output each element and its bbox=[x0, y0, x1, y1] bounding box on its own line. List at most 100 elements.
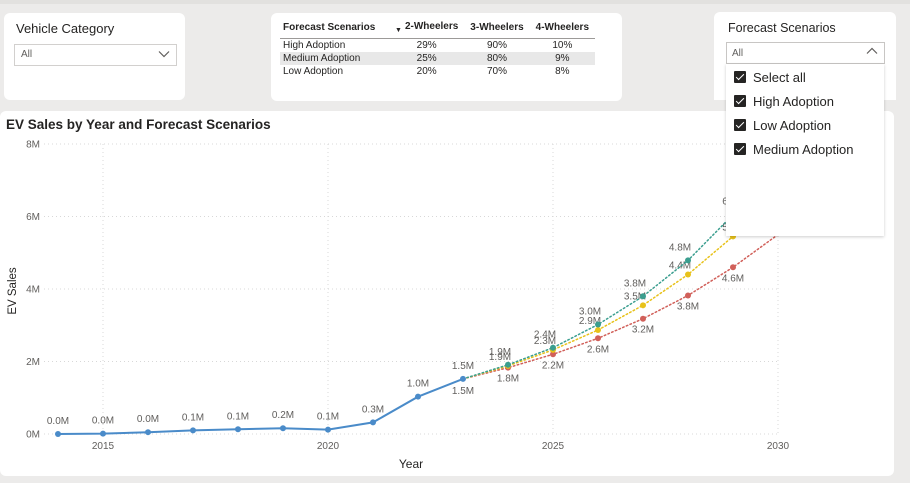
option-low-adoption[interactable]: Low Adoption bbox=[734, 115, 831, 135]
chevron-down-icon bbox=[158, 51, 170, 58]
x-tick-label: 2030 bbox=[767, 441, 790, 452]
table-cell: 10% bbox=[552, 40, 573, 51]
data-point-actual bbox=[280, 425, 286, 432]
data-point-high bbox=[640, 293, 646, 300]
data-label-actual: 0.1M bbox=[182, 412, 204, 423]
table-row[interactable]: Low Adoption 20% 70% 8% bbox=[280, 65, 595, 78]
table-cell: High Adoption bbox=[283, 40, 346, 51]
data-point-high bbox=[505, 361, 511, 368]
column-header-scenario[interactable]: Forecast Scenarios bbox=[280, 19, 389, 39]
x-axis-title: Year bbox=[399, 457, 423, 471]
data-point-actual bbox=[325, 426, 331, 433]
x-tick-label: 2025 bbox=[542, 441, 565, 452]
data-point-low bbox=[595, 335, 601, 342]
option-high-adoption[interactable]: High Adoption bbox=[734, 91, 834, 111]
chart-title: EV Sales by Year and Forecast Scenarios bbox=[6, 117, 271, 132]
checkbox-checked-icon[interactable] bbox=[734, 143, 746, 155]
forecast-scenarios-title: Forecast Scenarios bbox=[728, 21, 836, 35]
table-cell: Low Adoption bbox=[283, 66, 344, 77]
data-label-medium: 1.9M bbox=[489, 352, 511, 363]
data-label-actual: 0.1M bbox=[317, 412, 339, 423]
vehicle-category-title: Vehicle Category bbox=[16, 21, 115, 36]
forecast-scenarios-value: All bbox=[732, 48, 744, 59]
data-point-low bbox=[730, 264, 736, 271]
checkbox-checked-icon[interactable] bbox=[734, 71, 746, 83]
table-cell: Medium Adoption bbox=[280, 52, 389, 65]
data-point-actual bbox=[100, 430, 106, 437]
column-header-2-wheelers[interactable]: ▼ 2-Wheelers bbox=[389, 19, 465, 39]
data-label-medium: 2.3M bbox=[534, 336, 556, 347]
table-cell: 20% bbox=[416, 66, 437, 77]
data-point-actual bbox=[460, 375, 466, 382]
data-point-actual bbox=[145, 429, 151, 436]
column-header-4-wheelers[interactable]: 4-Wheelers bbox=[529, 19, 596, 39]
data-label-medium: 4.4M bbox=[669, 261, 691, 272]
data-label-low: 2.2M bbox=[542, 360, 564, 371]
table-header-row: Forecast Scenarios ▼ 2-Wheelers 3-Wheeler… bbox=[280, 19, 596, 39]
checkbox-checked-icon[interactable] bbox=[734, 119, 746, 131]
x-tick-label: 2020 bbox=[317, 441, 340, 452]
data-label-low: 1.8M bbox=[497, 374, 519, 385]
option-select-all[interactable]: Select all bbox=[734, 67, 806, 87]
data-label-high: 6 bbox=[722, 197, 728, 208]
data-point-actual bbox=[190, 427, 196, 434]
data-label-low: 1.5M bbox=[452, 386, 474, 397]
data-point-low bbox=[550, 351, 556, 358]
y-tick-label: 0M bbox=[26, 430, 40, 441]
option-label: High Adoption bbox=[753, 93, 834, 109]
series-line-low bbox=[462, 233, 779, 380]
data-label-actual: 0.0M bbox=[47, 416, 69, 427]
vehicle-category-dropdown[interactable]: All bbox=[14, 44, 177, 66]
data-label-actual: 0.3M bbox=[362, 404, 384, 415]
data-point-medium bbox=[595, 326, 601, 333]
table-cell: 80% bbox=[464, 52, 530, 65]
option-label: Medium Adoption bbox=[753, 141, 854, 157]
y-tick-label: 8M bbox=[26, 140, 40, 151]
top-strip bbox=[0, 0, 910, 4]
table-cell: 29% bbox=[416, 40, 437, 51]
data-point-high bbox=[595, 321, 601, 328]
vehicle-category-value: All bbox=[21, 49, 33, 60]
y-tick-label: 2M bbox=[26, 357, 40, 368]
table-cell: 70% bbox=[486, 66, 507, 77]
data-label-actual: 0.2M bbox=[272, 410, 294, 421]
column-header-3-wheelers[interactable]: 3-Wheelers bbox=[464, 19, 530, 39]
data-point-high bbox=[550, 344, 556, 351]
data-label-actual: 0.0M bbox=[92, 416, 114, 427]
table-cell: 8% bbox=[555, 66, 570, 77]
data-point-actual bbox=[370, 419, 376, 426]
ev-sales-line-chart[interactable]: 0M 2M 4M 6M 8M 2015 2020 2025 2030 Year EV Sales 1.… bbox=[0, 111, 894, 476]
data-label-actual: 1.0M bbox=[407, 379, 429, 390]
data-label-actual: 0.1M bbox=[227, 411, 249, 422]
y-tick-label: 4M bbox=[26, 285, 40, 296]
data-label-high: 3.0M bbox=[579, 307, 601, 318]
x-tick-label: 2015 bbox=[92, 441, 115, 452]
sort-descending-icon: ▼ bbox=[395, 27, 402, 34]
scenario-table: Forecast Scenarios ▼ 2-Wheelers 3-Wheeler… bbox=[280, 19, 596, 78]
data-label-medium: 5 bbox=[722, 222, 728, 233]
data-point-low bbox=[685, 292, 691, 299]
y-axis-title: EV Sales bbox=[7, 267, 19, 315]
data-point-medium bbox=[640, 302, 646, 309]
vehicle-category-slicer: Vehicle Category All bbox=[4, 13, 185, 100]
data-point-actual bbox=[55, 431, 61, 437]
data-label-low: 2.6M bbox=[587, 344, 609, 355]
data-label-actual: 0.0M bbox=[137, 414, 159, 425]
table-cell: 90% bbox=[486, 40, 507, 51]
checkbox-checked-icon[interactable] bbox=[734, 95, 746, 107]
data-point-medium bbox=[685, 271, 691, 278]
data-label-high: 2.4M bbox=[534, 330, 556, 341]
table-cell: 9% bbox=[529, 52, 596, 65]
table-row[interactable]: High Adoption 29% 90% 10% bbox=[280, 39, 595, 53]
forecast-scenarios-dropdown[interactable]: All bbox=[726, 42, 885, 64]
scenario-table-card: Forecast Scenarios ▼ 2-Wheelers 3-Wheeler… bbox=[271, 13, 622, 101]
data-label-low: 3.8M bbox=[677, 302, 699, 313]
data-label-medium: 2.9M bbox=[579, 316, 601, 327]
option-medium-adoption[interactable]: Medium Adoption bbox=[734, 139, 853, 159]
option-label: Select all bbox=[753, 69, 806, 85]
table-row[interactable]: Medium Adoption 25% 80% 9% bbox=[280, 52, 596, 65]
data-point-actual bbox=[415, 393, 421, 400]
data-point-low bbox=[640, 315, 646, 322]
data-label-medium: 3.5M bbox=[624, 291, 646, 302]
option-label: Low Adoption bbox=[753, 117, 832, 133]
